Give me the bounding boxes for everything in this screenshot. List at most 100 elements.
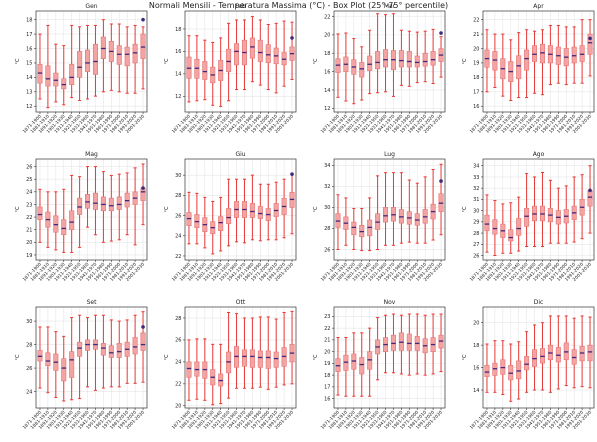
outlier-point [439,179,443,183]
outlier-point [141,17,145,22]
outlier-point [290,36,294,40]
plot-frame [333,306,446,409]
box-iqr [92,192,98,210]
y-axis-label: °C [313,354,319,361]
box-iqr [375,51,381,70]
y-tick-label: 34 [324,163,330,169]
subplot-title: Ott [236,299,246,306]
subplot-giu: Giu2224262830°C1871-19001881-19101891-19… [164,151,297,283]
y-tick-label: 17 [26,32,32,38]
y-tick-label: 24 [175,360,181,366]
box-iqr [69,210,75,231]
box-iqr [398,50,404,68]
y-tick-label: 22 [175,382,181,388]
box-iqr [359,357,365,375]
y-tick-label: 14 [473,388,479,394]
y-tick-label: 20 [26,240,32,246]
y-tick-label: 28 [175,193,181,199]
y-tick-label: 22 [473,17,479,23]
y-tick-label: 19 [324,361,330,367]
box-iqr [422,52,428,67]
y-tick-label: 18 [473,75,479,81]
y-tick-label: 16 [26,46,32,52]
plot-frame [333,158,446,261]
box-iqr [359,62,365,78]
y-tick-label: 17 [324,385,330,391]
y-tick-label: 21 [26,228,32,234]
y-tick-label: 22 [26,215,32,221]
box-iqr [265,44,271,63]
y-tick-label: 28 [175,316,181,322]
subplot-title: Dic [534,299,544,306]
subplot-mar: Mar121416182022°C1871-19001881-19101891-… [313,3,446,135]
y-tick-label: 20 [324,349,330,355]
plot-frame [184,306,297,409]
plot-frame [333,10,446,113]
y-tick-label: 14 [26,75,32,81]
y-axis-label: °C [462,206,468,213]
box-iqr [492,51,498,71]
y-tick-label: 16 [324,396,330,402]
box-iqr [257,350,263,368]
y-tick-label: 25 [26,177,32,183]
box-iqr [406,333,412,351]
subplot-title: Apr [533,3,544,10]
y-tick-label: 26 [324,247,330,253]
box-iqr [226,48,232,72]
y-tick-label: 14 [175,72,181,78]
box-iqr [273,351,279,368]
box-iqr [539,43,545,64]
y-axis-label: °C [15,354,21,361]
outlier-point [588,36,592,41]
y-tick-label: 30 [473,208,479,214]
box-iqr [116,196,122,210]
y-tick-label: 14 [324,88,330,94]
y-tick-label: 22 [175,254,181,260]
subplot-title: Set [87,299,98,306]
y-tick-label: 12 [26,104,32,110]
box-iqr [257,206,263,219]
box-iqr [383,207,389,223]
y-axis-label: °C [462,354,468,361]
y-tick-label: 12 [175,94,181,100]
y-tick-label: 26 [26,164,32,170]
subplot-title: Mar [384,3,396,10]
y-tick-label: 18 [175,27,181,33]
y-tick-label: 26 [175,213,181,219]
box-iqr [524,356,530,371]
y-axis-label: °C [164,58,170,65]
y-axis-label: °C [313,58,319,65]
outlier-point [588,188,592,193]
y-tick-label: 28 [26,342,32,348]
subplot-title: Giu [235,151,245,158]
box-iqr [249,203,255,218]
box-iqr [132,43,138,64]
y-tick-label: 33 [473,175,479,181]
y-tick-label: 18 [324,51,330,57]
y-axis-label: °C [164,354,170,361]
box-iqr [140,332,146,351]
plot-frame [35,158,148,261]
box-iqr [587,33,593,55]
box-iqr [45,65,51,87]
y-tick-label: 31 [473,197,479,203]
box-iqr [383,49,389,68]
y-tick-label: 20 [175,404,181,410]
subplot-dic: Dic14161820°C1871-19001881-19101891-1920… [462,299,595,431]
y-tick-label: 18 [473,343,479,349]
y-tick-label: 22 [324,14,330,20]
box-iqr [100,343,106,356]
box-iqr [579,45,585,62]
subplot-feb: Feb12141618°C1871-19001881-19101891-1920… [164,3,297,135]
subplot-lug: Lug2628303234°C1871-19001881-19101891-19… [313,151,446,283]
y-tick-label: 32 [324,184,330,190]
box-iqr [92,43,98,75]
box-iqr [516,360,522,380]
y-tick-label: 27 [473,242,479,248]
box-iqr [249,349,255,368]
plot-frame [184,10,297,113]
plot-frame [482,306,595,409]
box-iqr [69,351,75,378]
outlier-point [290,172,294,176]
